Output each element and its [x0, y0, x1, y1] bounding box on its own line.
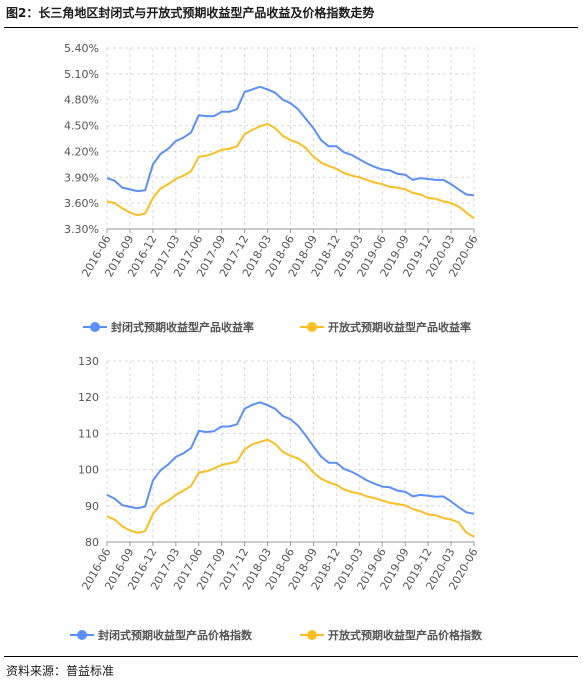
y-tick-label: 5.10% [64, 68, 99, 81]
legend-label: 封闭式预期收益型产品收益率 [111, 320, 254, 334]
bottom-rule [4, 656, 578, 657]
y-tick-label: 3.90% [64, 171, 99, 184]
y-tick-label: 3.60% [64, 197, 99, 210]
legend-label: 开放式预期收益型产品收益率 [328, 320, 471, 334]
y-tick-label: 3.30% [64, 223, 99, 236]
y-tick-label: 4.20% [64, 145, 99, 158]
yield-chart: 3.30% 3.60% 3.90% 4.20% 4.50% 4.80% 5.10% 5.40%… [64, 42, 481, 334]
y-tick-label: 100 [78, 464, 99, 477]
y-tick-label: 120 [78, 391, 99, 404]
legend-marker [90, 322, 100, 332]
legend-marker [307, 630, 317, 640]
y-tick-label: 80 [85, 536, 99, 549]
source-note: 资料来源：普益标准 [6, 664, 115, 678]
price-index-chart: 80901001101201302016-062016-092016-12201… [70, 355, 483, 642]
y-tick-label: 4.50% [64, 120, 99, 133]
legend-marker [307, 322, 317, 332]
top-rule [4, 27, 578, 28]
y-tick-label: 4.80% [64, 94, 99, 107]
y-tick-label: 90 [85, 500, 99, 513]
y-tick-label: 5.40% [64, 42, 99, 55]
legend-label: 封闭式预期收益型产品价格指数 [98, 628, 253, 642]
y-tick-label: 110 [78, 427, 99, 440]
legend-label: 开放式预期收益型产品价格指数 [328, 628, 483, 642]
figure-title: 图2：长三角地区封闭式与开放式预期收益型产品收益及价格指数走势 [6, 6, 375, 20]
y-tick-label: 130 [78, 355, 99, 368]
legend-marker [77, 630, 87, 640]
